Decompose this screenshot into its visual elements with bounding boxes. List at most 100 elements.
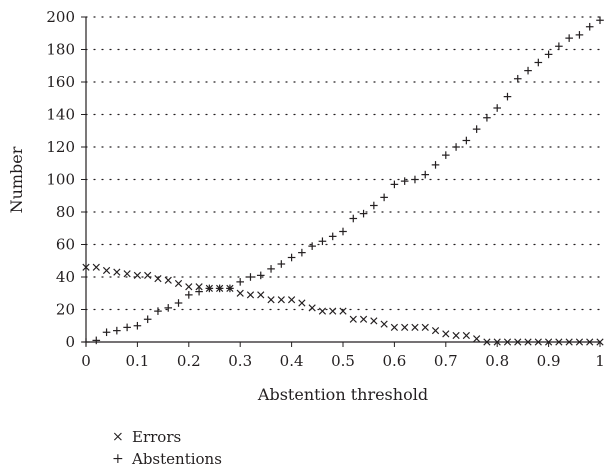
errors-point — [113, 268, 121, 276]
errors-point — [164, 276, 172, 284]
abstentions-point — [565, 34, 573, 42]
errors-point — [514, 338, 522, 346]
errors-point — [349, 315, 357, 323]
errors-point — [493, 338, 501, 346]
abstentions-point — [154, 307, 162, 315]
x-tick-label: 0.9 — [537, 352, 561, 370]
y-axis-label: Number — [7, 146, 26, 213]
errors-point — [555, 338, 563, 346]
errors-point — [359, 315, 368, 323]
errors-point — [401, 323, 409, 331]
x-tick-label: 0.7 — [434, 352, 458, 370]
errors-point — [246, 291, 255, 299]
errors-point — [575, 338, 584, 346]
errors-point — [380, 320, 388, 328]
x-tick-label: 0.2 — [177, 352, 201, 370]
y-tick-label: 80 — [56, 203, 75, 221]
x-axis-label: Abstention threshold — [257, 385, 428, 404]
errors-point — [329, 307, 337, 315]
errors-point — [92, 263, 100, 271]
errors-point — [185, 283, 193, 291]
abstentions-point — [215, 284, 224, 293]
errors-point — [144, 271, 152, 279]
y-tick-label: 60 — [56, 236, 75, 254]
errors-point — [370, 317, 378, 325]
abstentions-point — [256, 271, 265, 280]
errors-point — [586, 338, 594, 346]
abstentions-point — [308, 242, 316, 250]
errors-point — [288, 296, 296, 304]
errors-point — [174, 279, 183, 288]
errors-point — [308, 304, 316, 312]
abstentions-point — [164, 304, 173, 312]
errors-point — [82, 263, 90, 271]
errors-point — [277, 296, 285, 304]
errors-point — [102, 266, 111, 275]
abstentions-point — [442, 151, 450, 159]
y-tick-label: 120 — [46, 138, 75, 156]
gridlines — [85, 16, 601, 311]
abstentions-point — [226, 284, 234, 293]
abstentions-point — [513, 74, 522, 83]
y-tick-label: 160 — [46, 73, 75, 91]
legend-label: Errors — [132, 428, 182, 446]
errors-point — [195, 283, 203, 291]
x-tick-label: 0.8 — [485, 352, 509, 370]
abstentions-point — [143, 315, 152, 324]
legend-item-abstentions: + Abstentions — [112, 448, 222, 470]
x-tick-labels: 0 0.1 0.2 0.3 0.4 0.5 0.6 0.7 0.8 0.9 1 — [81, 352, 605, 370]
abstentions-point — [400, 177, 409, 185]
x-tick-label: 0.1 — [125, 352, 149, 370]
abstentions-point — [380, 193, 388, 202]
abstentions-point — [555, 42, 563, 51]
abstentions-point — [267, 265, 275, 273]
y-tick-label: 0 — [65, 333, 75, 351]
abstentions-point — [493, 104, 501, 112]
legend-label: Abstentions — [132, 450, 222, 468]
errors-point — [596, 338, 604, 346]
errors-point — [421, 323, 429, 331]
abstentions-point — [82, 338, 90, 346]
errors-point — [452, 331, 460, 340]
abstentions-point — [318, 237, 327, 246]
abstentions-point — [472, 125, 481, 133]
errors-point — [267, 296, 275, 304]
errors-point — [318, 307, 327, 315]
abstentions-point — [596, 16, 604, 25]
abstentions-point — [236, 278, 244, 286]
errors-point — [524, 338, 532, 346]
abstentions-point — [534, 58, 543, 67]
legend-marker-x: × — [112, 429, 124, 445]
errors-point — [483, 338, 491, 346]
errors-point — [411, 323, 419, 331]
axes — [81, 16, 601, 347]
errors-point — [298, 299, 306, 307]
abstentions-point — [328, 232, 337, 241]
abstentions-point — [113, 326, 121, 335]
abstentions-point — [277, 260, 286, 268]
errors-point — [236, 289, 244, 297]
abstentions-point — [431, 161, 440, 169]
legend: × Errors + Abstentions — [112, 426, 222, 470]
errors-point — [339, 307, 347, 315]
abstentions-point — [349, 214, 358, 223]
legend-marker-plus: + — [112, 451, 124, 467]
errors-point — [154, 275, 162, 283]
abstentions-point — [174, 299, 183, 307]
abstentions-point — [370, 201, 378, 210]
errors-point — [565, 338, 573, 346]
y-tick-labels: 0 20 40 60 80 100 120 140 160 180 200 — [46, 8, 75, 351]
abstentions-point — [287, 253, 296, 262]
y-tick-label: 40 — [56, 268, 75, 286]
errors-point — [257, 291, 265, 299]
abstentions-point — [390, 180, 399, 189]
errors-point — [545, 338, 553, 346]
x-tick-label: 0 — [81, 352, 91, 370]
x-tick-label: 0.5 — [331, 352, 355, 370]
errors-point — [133, 271, 141, 279]
abstentions-point — [92, 336, 101, 345]
abstentions-point — [462, 136, 471, 145]
data-points — [82, 16, 604, 346]
abstentions-point — [503, 92, 512, 101]
